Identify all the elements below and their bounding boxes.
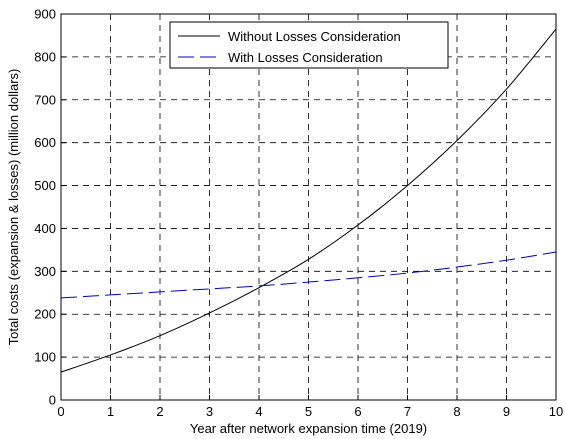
x-tick-label: 7: [404, 404, 411, 419]
legend-label-without-losses: Without Losses Consideration: [228, 29, 401, 44]
y-tick-label: 700: [34, 92, 56, 107]
x-tick-label: 2: [156, 404, 163, 419]
x-tick-label: 3: [206, 404, 213, 419]
y-axis-ticks: 0 100 200 300 400 500 600 700 800 900: [34, 7, 66, 408]
y-tick-label: 900: [34, 7, 56, 22]
x-tick-label: 4: [255, 404, 262, 419]
x-tick-label: 5: [305, 404, 312, 419]
series-layer: [60, 28, 557, 373]
y-tick-label: 300: [34, 264, 56, 279]
x-tick-label: 6: [354, 404, 361, 419]
y-tick-label: 800: [34, 49, 56, 64]
y-tick-label: 500: [34, 178, 56, 193]
x-tick-label: 1: [107, 404, 114, 419]
y-tick-label: 600: [34, 135, 56, 150]
x-axis-label: Year after network expansion time (2019): [190, 421, 427, 436]
y-tick-label: 100: [34, 350, 56, 365]
x-tick-label: 10: [549, 404, 563, 419]
x-axis-ticks: 0 1 2 3 4 5 6 7 8 9 10: [57, 395, 563, 419]
legend-box: [169, 21, 449, 69]
series-with-losses-line: [60, 251, 557, 299]
y-axis-label: Total costs (expansion & losses) (millio…: [6, 69, 21, 346]
y-tick-label: 0: [49, 393, 56, 408]
x-tick-label: 8: [453, 404, 460, 419]
legend-label-with-losses: With Losses Consideration: [228, 50, 383, 65]
series-without-losses-line: [60, 28, 557, 373]
y-tick-label: 200: [34, 307, 56, 322]
x-tick-label: 0: [57, 404, 64, 419]
y-tick-label: 400: [34, 221, 56, 236]
x-tick-label: 9: [503, 404, 510, 419]
legend: Without Losses Consideration With Losses…: [169, 21, 449, 69]
